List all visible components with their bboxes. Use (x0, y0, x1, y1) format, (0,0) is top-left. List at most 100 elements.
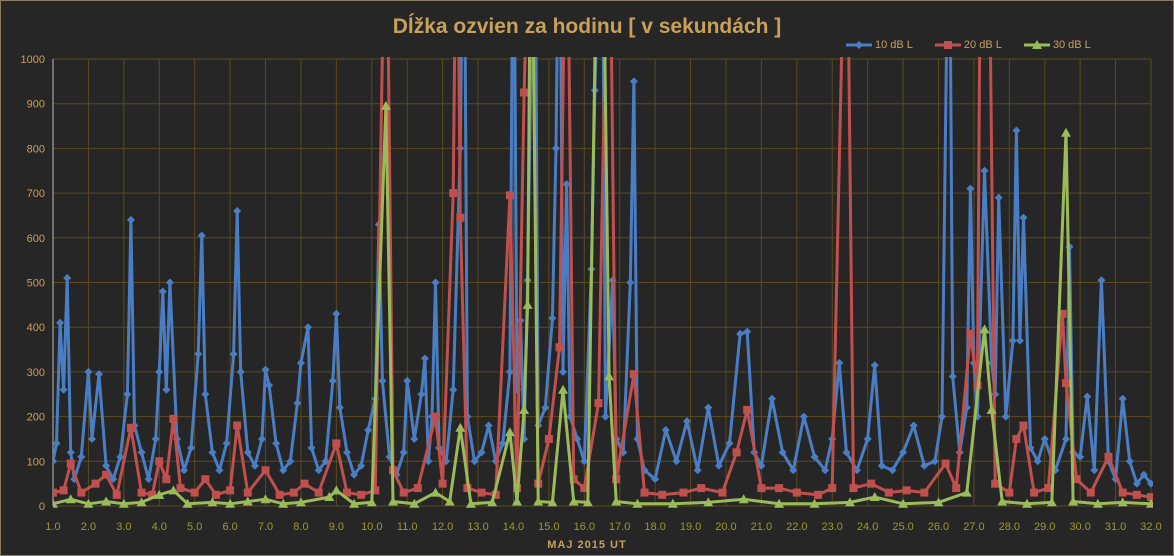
data-point-square (449, 189, 458, 198)
data-point-diamond (980, 166, 989, 175)
legend: 10 dB L 20 dB L 30 dB L (846, 39, 1091, 51)
data-point-diamond (194, 350, 203, 359)
data-point-square (991, 479, 1000, 488)
data-point-diamond (559, 367, 568, 376)
data-point-diamond (102, 461, 111, 470)
y-tick-label: 100 (27, 456, 45, 468)
data-point-diamond (403, 376, 412, 385)
data-point-triangle (53, 498, 58, 508)
data-point-triangle (533, 496, 544, 506)
x-tick-label: 31.0 (1105, 521, 1126, 533)
data-point-diamond (165, 278, 174, 287)
data-point-diamond (197, 231, 206, 240)
data-point-diamond (137, 448, 146, 457)
data-point-diamond (661, 426, 670, 435)
data-point-diamond (229, 350, 238, 359)
data-point-square (211, 490, 220, 499)
x-tick-label: 25.0 (892, 521, 913, 533)
data-point-diamond (484, 421, 493, 430)
data-point-diamond (335, 403, 344, 412)
x-tick-label: 27.0 (963, 521, 984, 533)
data-point-square (658, 490, 667, 499)
x-tick-label: 32.0 (1140, 521, 1161, 533)
data-point-square (520, 88, 529, 97)
data-point-triangle (844, 497, 855, 507)
data-point-square (148, 490, 157, 499)
data-point-square (155, 457, 164, 466)
data-point-triangle (1117, 497, 1128, 507)
data-point-diamond (399, 448, 408, 457)
x-tick-label: 19.0 (680, 521, 701, 533)
data-point-square (66, 459, 75, 468)
data-point-square (357, 490, 366, 499)
data-point-square (261, 466, 270, 475)
data-point-square (941, 459, 950, 468)
data-point-square (1012, 434, 1021, 443)
data-point-square (679, 488, 688, 497)
data-point-triangle (1068, 496, 1079, 506)
x-axis-ticks: 1.0 2.0 3.0 4.0 5.0 6.0 7.0 8.0 9.0 10.0 11.0 12.0 1… (45, 521, 1161, 533)
data-point-triangle (547, 497, 558, 507)
data-point-square (594, 399, 603, 408)
data-point-diamond (126, 215, 135, 224)
x-tick-label: 4.0 (152, 521, 167, 533)
data-point-square (233, 421, 242, 430)
data-point-square (431, 412, 440, 421)
data-point-square (743, 405, 752, 414)
data-point-triangle (511, 496, 522, 506)
series-20-db-l (53, 57, 1153, 502)
data-point-square (775, 484, 784, 493)
data-point-diamond (810, 452, 819, 461)
data-point-triangle (582, 497, 593, 507)
data-point-triangle (136, 497, 147, 507)
data-point-diamond (714, 461, 723, 470)
data-point-diamond (151, 434, 160, 443)
diamond-marker-icon (846, 41, 872, 49)
data-point-diamond (498, 439, 507, 448)
data-point-diamond (208, 448, 217, 457)
data-point-square (966, 329, 975, 338)
data-point-diamond (789, 466, 798, 475)
data-point-triangle (519, 404, 530, 414)
chart-title: Dĺžka ozvien za hodinu [ v sekundách ] (392, 15, 782, 38)
data-point-diamond (307, 443, 316, 452)
data-point-diamond (778, 448, 787, 457)
data-point-diamond (1118, 394, 1127, 403)
data-point-diamond (378, 376, 387, 385)
x-tick-label: 18.0 (644, 521, 665, 533)
data-point-square (1019, 421, 1028, 430)
y-tick-label: 1000 (21, 54, 45, 66)
data-point-diamond (265, 381, 274, 390)
data-point-diamond (250, 461, 259, 470)
data-point-diamond (736, 329, 745, 338)
data-point-diamond (930, 457, 939, 466)
data-point-square (580, 484, 589, 493)
data-point-diamond (835, 358, 844, 367)
data-point-diamond (1090, 466, 1099, 475)
data-point-diamond (1097, 276, 1106, 285)
data-point-diamond (180, 466, 189, 475)
data-point-diamond (431, 278, 440, 287)
x-tick-label: 13.0 (467, 521, 488, 533)
data-point-square (491, 490, 500, 499)
data-point-square (275, 490, 284, 499)
x-axis-label: MAJ 2015 UT (547, 539, 627, 551)
data-point-square (544, 434, 553, 443)
data-point-triangle (409, 498, 420, 508)
data-point-diamond (293, 399, 302, 408)
data-point-diamond (417, 390, 426, 399)
data-point-square (190, 488, 199, 497)
x-tick-label: 21.0 (751, 521, 772, 533)
data-point-diamond (257, 434, 266, 443)
data-point-diamond (1008, 336, 1017, 345)
legend-label: 20 dB L (963, 39, 1002, 51)
data-point-diamond (1001, 412, 1010, 421)
data-point-triangle (324, 492, 335, 502)
data-point-triangle (154, 489, 165, 499)
data-point-diamond (158, 287, 167, 296)
legend-item-30db: 30 dB L (1023, 39, 1091, 51)
data-point-square (91, 479, 100, 488)
data-point-diamond (243, 448, 252, 457)
data-point-triangle (986, 404, 997, 414)
data-point-diamond (1076, 452, 1085, 461)
